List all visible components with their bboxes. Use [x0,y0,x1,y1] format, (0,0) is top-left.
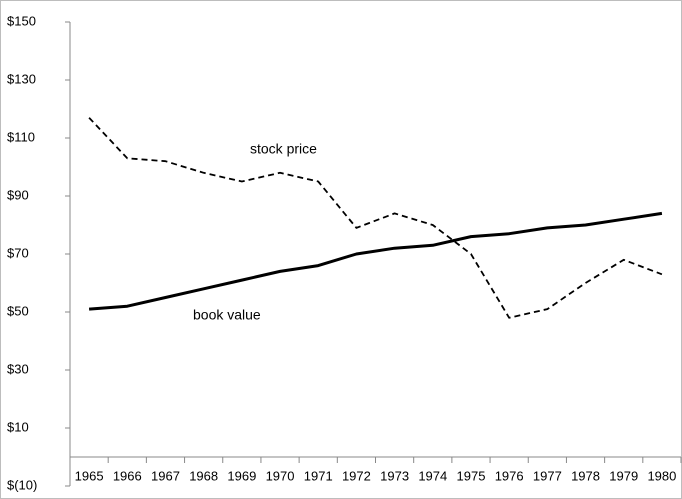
y-tick-label: $90 [7,187,29,202]
x-tick-label: 1979 [609,468,638,483]
x-tick-label: 1966 [113,468,142,483]
x-tick-label: 1968 [189,468,218,483]
y-tick-label: $10 [7,419,29,434]
x-tick-label: 1967 [151,468,180,483]
y-tick-label: $130 [7,71,36,86]
annotation: stock price [250,141,317,157]
y-tick-label: $150 [7,13,36,28]
x-tick-label: 1971 [304,468,333,483]
annotation: book value [193,307,261,323]
line-series [88,211,663,311]
y-tick-label: $110 [7,129,35,144]
x-tick-label: 1965 [75,468,104,483]
x-tick-label: 1970 [266,468,295,483]
x-tick-label: 1974 [418,468,447,483]
y-tick-label: $70 [7,245,29,260]
x-tick-label: 1978 [571,468,600,483]
x-tick-label: 1976 [495,468,524,483]
x-tick-label: 1980 [647,468,676,483]
x-tick-label: 1975 [457,468,486,483]
y-tick-label: $(10) [7,477,37,492]
y-tick-label: $30 [7,361,29,376]
x-tick-label: 1969 [227,468,256,483]
x-tick-label: 1977 [533,468,562,483]
line-series [88,117,663,319]
x-tick-label: 1972 [342,468,371,483]
y-tick-label: $50 [7,303,29,318]
x-tick-label: 1973 [380,468,409,483]
